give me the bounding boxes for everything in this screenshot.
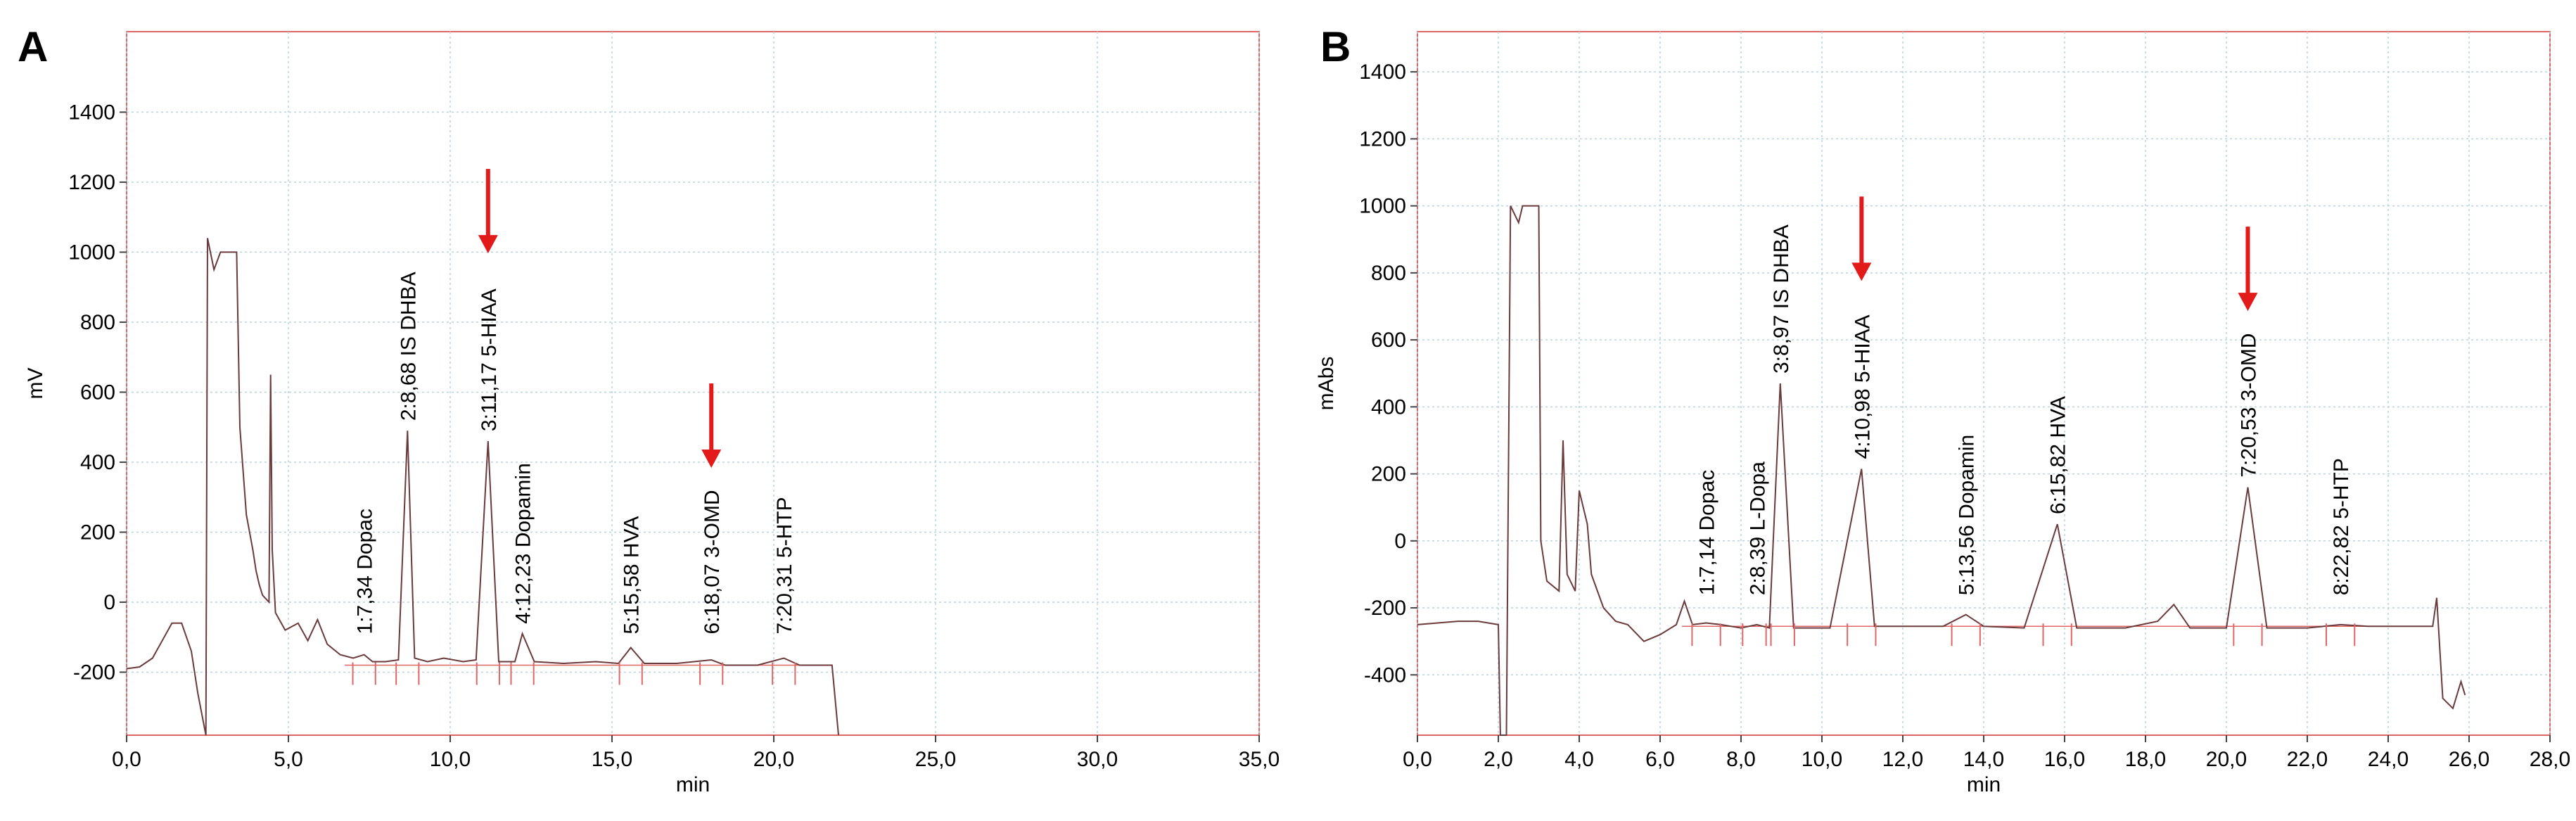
x-tick-label: 20,0 — [2206, 748, 2247, 771]
highlight-arrow-head — [478, 235, 498, 254]
peak-label: 5:13,56 Dopamin — [1956, 435, 1979, 596]
peak-label: 7:20,31 5-HTP — [773, 497, 796, 634]
y-tick-label: 200 — [1371, 463, 1406, 486]
x-tick-label: 5,0 — [274, 748, 303, 771]
peak-label: 4:10,98 5-HIAA — [1851, 314, 1874, 459]
y-tick-label: 1200 — [1359, 127, 1406, 151]
chart-panel-b: 0,0 2,0 4,0 6,0 8,0 10,0 12,0 14,0 16,0 18,0 20,0 2… — [1315, 31, 2570, 796]
y-axis-label: mV — [24, 368, 47, 400]
x-tick-label: 8,0 — [1726, 748, 1756, 771]
x-tick-label: 28,0 — [2530, 748, 2570, 771]
x-tick-label: 16,0 — [2044, 748, 2085, 771]
peak-label: 5:15,58 HVA — [620, 516, 644, 635]
y-tick-label: 1400 — [68, 101, 115, 124]
peak-label: 4:12,23 Dopamin — [512, 463, 535, 624]
x-tick-label: 0,0 — [1403, 748, 1432, 771]
plot-frame — [126, 31, 1260, 736]
x-tick-label: 6,0 — [1645, 748, 1675, 771]
y-tick-label: 800 — [1371, 262, 1406, 285]
x-tick-label: 14,0 — [1963, 748, 2004, 771]
peak-label: 3:8,97 IS DHBA — [1770, 224, 1793, 374]
y-tick-label: 1000 — [1359, 195, 1406, 218]
chart-panel-a: 0,0 5,0 10,0 15,0 20,0 25,0 30,0 35,0 -200 0 200 40… — [24, 31, 1280, 796]
y-tick-label: 600 — [1371, 329, 1406, 352]
y-tick-label: 400 — [1371, 395, 1406, 419]
highlight-arrow-head — [701, 449, 722, 468]
x-tick-label: 20,0 — [753, 748, 794, 771]
x-axis-label: min — [1967, 773, 2001, 796]
x-tick-label: 25,0 — [915, 748, 956, 771]
x-axis-label: min — [676, 773, 710, 796]
chromatogram-trace — [1417, 205, 2466, 736]
x-tick-label: 12,0 — [1882, 748, 1923, 771]
y-tick-label: 1000 — [68, 241, 115, 264]
panel-letter-b: B — [1320, 23, 1351, 70]
peak-label: 7:20,53 3-OMD — [2237, 333, 2260, 478]
chromatogram-trace — [126, 238, 839, 736]
y-tick-label: 600 — [80, 381, 115, 404]
peak-label: 1:7,14 Dopac — [1696, 470, 1719, 595]
x-tick-label: 0,0 — [112, 748, 141, 771]
y-tick-label: 400 — [80, 451, 115, 474]
y-axis-label: mAbs — [1315, 357, 1338, 411]
x-tick-label: 15,0 — [592, 748, 632, 771]
y-tick-label: 800 — [80, 311, 115, 334]
y-tick-label: 1400 — [1359, 61, 1406, 84]
x-tick-label: 22,0 — [2287, 748, 2328, 771]
peak-label: 6:18,07 3-OMD — [701, 490, 724, 634]
x-tick-label: 2,0 — [1484, 748, 1513, 771]
y-tick-label: 200 — [80, 521, 115, 544]
peak-label: 1:7,34 Dopac — [354, 509, 377, 634]
y-tick-label: 0 — [103, 591, 115, 614]
x-tick-label: 10,0 — [1802, 748, 1842, 771]
x-tick-label: 18,0 — [2125, 748, 2166, 771]
x-tick-label: 30,0 — [1077, 748, 1118, 771]
x-tick-label: 24,0 — [2368, 748, 2409, 771]
x-tick-label: 26,0 — [2449, 748, 2489, 771]
y-tick-label: 1200 — [68, 171, 115, 194]
x-tick-label: 10,0 — [430, 748, 471, 771]
highlight-arrow-head — [2238, 293, 2258, 312]
y-tick-label: -200 — [1364, 597, 1406, 620]
peak-label: 2:8,68 IS DHBA — [397, 272, 420, 421]
highlight-arrow-head — [1851, 262, 1872, 281]
peak-label: 6:15,82 HVA — [2047, 396, 2070, 514]
y-tick-label: 0 — [1394, 530, 1406, 553]
peak-label: 3:11,17 5-HIAA — [478, 288, 501, 431]
peak-label: 2:8,39 L-Dopa — [1746, 462, 1769, 595]
x-tick-label: 4,0 — [1564, 748, 1594, 771]
panel-letter-a: A — [18, 23, 49, 70]
peak-label: 8:22,82 5-HTP — [2330, 458, 2353, 595]
y-tick-label: -400 — [1364, 663, 1406, 687]
y-tick-label: -200 — [73, 661, 115, 684]
x-tick-label: 35,0 — [1239, 748, 1280, 771]
